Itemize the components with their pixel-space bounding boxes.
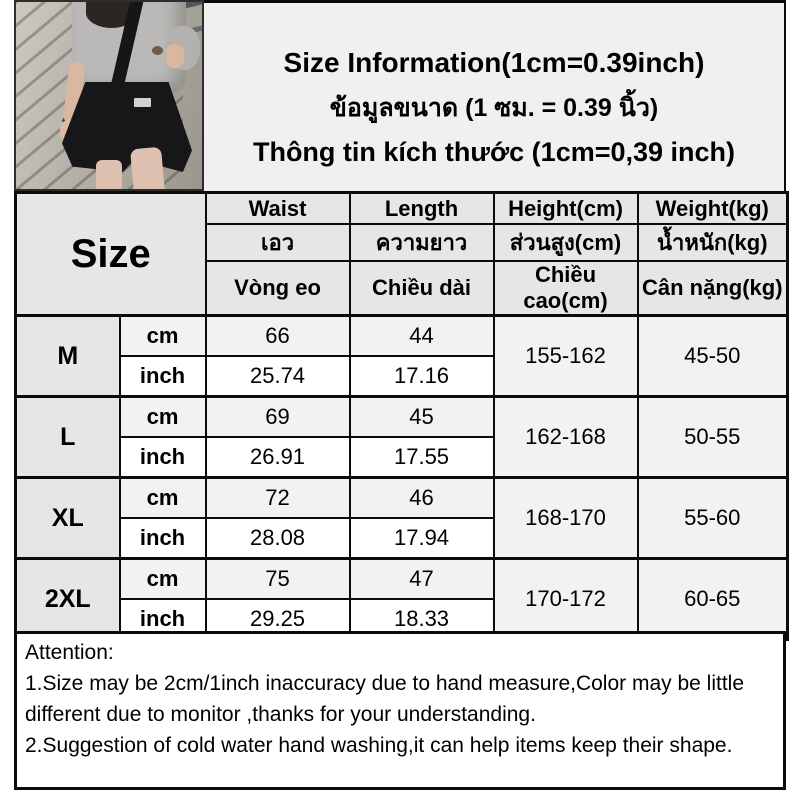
header-length-th: ความยาว (348, 223, 495, 262)
size-table: Size Waist Length Height(cm) Weight(kg) … (14, 191, 790, 641)
cell-waist-inch: 25.74 (204, 355, 351, 398)
cell-weight: 45-50 (636, 314, 789, 398)
model-leg (130, 146, 165, 189)
cell-unit-cm: cm (118, 314, 207, 357)
cell-size-2xl: 2XL (14, 557, 121, 641)
attention-heading: Attention: (25, 641, 114, 664)
header-height-en: Height(cm) (492, 191, 639, 225)
header-weight-en: Weight(kg) (636, 191, 789, 225)
cell-waist-cm: 66 (204, 314, 351, 357)
wristwatch (152, 46, 163, 55)
cell-length-cm: 45 (348, 395, 495, 438)
cell-waist-cm: 75 (204, 557, 351, 600)
black-shorts (62, 82, 192, 172)
header-waist-vi: Vòng eo (204, 260, 351, 317)
header-weight-th: น้ำหนัก(kg) (636, 223, 789, 262)
cell-waist-cm: 69 (204, 395, 351, 438)
cell-height: 170-172 (492, 557, 639, 641)
table-row: 2XL cm 75 47 170-172 60-65 (14, 557, 789, 641)
cell-length-inch: 17.55 (348, 436, 495, 479)
cell-size-m: M (14, 314, 121, 398)
cell-unit-cm: cm (118, 476, 207, 519)
title-line-en: Size Information(1cm=0.39inch) (283, 47, 705, 78)
cell-unit-inch: inch (118, 355, 207, 398)
cell-length-cm: 46 (348, 476, 495, 519)
attention-box: Attention: 1.Size may be 2cm/1inch inacc… (14, 631, 786, 790)
attention-line-1: 1.Size may be 2cm/1inch inaccuracy due t… (25, 672, 745, 726)
cell-height: 168-170 (492, 476, 639, 560)
header-length-vi: Chiều dài (348, 260, 495, 317)
header-waist-en: Waist (204, 191, 351, 225)
cell-length-cm: 47 (348, 557, 495, 600)
cell-unit-inch: inch (118, 517, 207, 560)
cell-size-l: L (14, 395, 121, 479)
cell-waist-inch: 28.08 (204, 517, 351, 560)
table-row: M cm 66 44 155-162 45-50 (14, 314, 789, 398)
header-row-th: เอว ความยาว ส่วนสูง(cm) น้ำหนัก(kg) (16, 223, 789, 262)
cell-weight: 60-65 (636, 557, 789, 641)
table-row: L cm 69 45 162-168 50-55 (14, 395, 789, 479)
table-row: inch 25.74 17.16 (16, 355, 788, 398)
table-row: XL cm 72 46 168-170 55-60 (14, 476, 789, 560)
cell-size-xl: XL (14, 476, 121, 560)
header-size: Size (14, 191, 207, 317)
cell-unit-cm: cm (118, 557, 207, 600)
title-line-th: ข้อมูลขนาด (1 ซม. = 0.39 นิ้ว) (329, 94, 659, 122)
model-arm (166, 44, 184, 68)
cell-height: 155-162 (492, 314, 639, 398)
size-info-header: Size Information(1cm=0.39inch) ข้อมูลขนา… (204, 0, 786, 191)
cell-height: 162-168 (492, 395, 639, 479)
header-length-en: Length (348, 191, 495, 225)
product-photo (14, 0, 204, 191)
header-row-en: Size Waist Length Height(cm) Weight(kg) (14, 191, 789, 317)
header-height-th: ส่วนสูง(cm) (492, 223, 639, 262)
cell-weight: 50-55 (636, 395, 789, 479)
table-row: inch 26.91 17.55 (16, 436, 788, 479)
model-leg (96, 160, 122, 189)
header-waist-th: เอว (204, 223, 351, 262)
cell-waist-cm: 72 (204, 476, 351, 519)
cell-length-inch: 17.16 (348, 355, 495, 398)
shorts-label-patch (134, 98, 151, 107)
table-row: inch 28.08 17.94 (16, 517, 788, 560)
attention-line-2: 2.Suggestion of cold water hand washing,… (25, 734, 733, 757)
cell-length-cm: 44 (348, 314, 495, 357)
cell-unit-inch: inch (118, 436, 207, 479)
cell-unit-cm: cm (118, 395, 207, 438)
header-weight-vi: Cân nặng(kg) (636, 260, 789, 317)
header-height-vi: Chiều cao(cm) (492, 260, 639, 317)
cell-waist-inch: 26.91 (204, 436, 351, 479)
cell-length-inch: 17.94 (348, 517, 495, 560)
title-line-vi: Thông tin kích thước (1cm=0,39 inch) (252, 137, 736, 167)
header-row-vi: Vòng eo Chiều dài Chiều cao(cm) Cân nặng… (16, 260, 789, 317)
cell-weight: 55-60 (636, 476, 789, 560)
